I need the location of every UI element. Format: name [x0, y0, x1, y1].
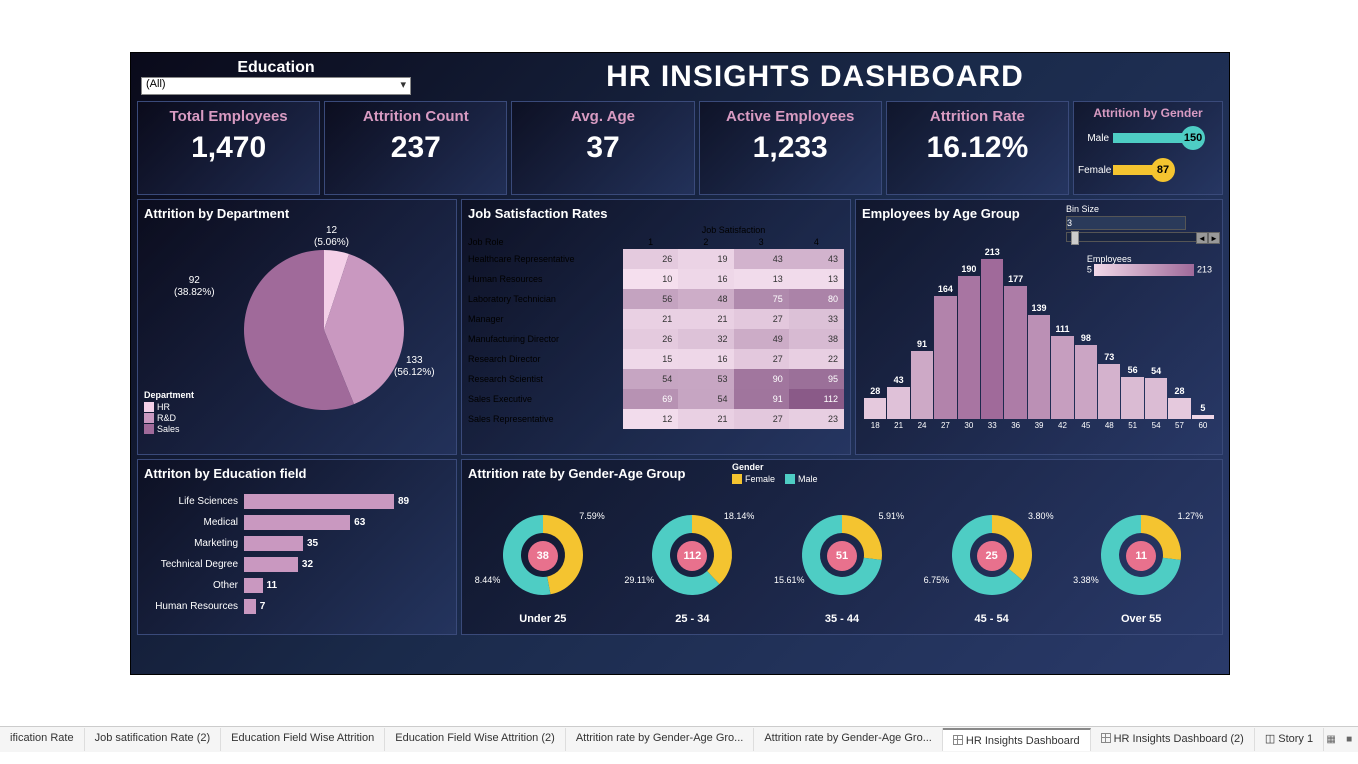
bin-size-input[interactable] — [1066, 216, 1186, 230]
genderage-legend: Gender FemaleMale — [732, 462, 828, 486]
worksheet-tabs: ification RateJob satification Rate (2)E… — [0, 726, 1358, 752]
job-satisfaction-rates: Job Satisfaction Rates Job Satisfaction … — [461, 199, 851, 455]
filter-label: Education — [141, 59, 411, 77]
age-bar[interactable]: 164 27 — [934, 284, 956, 430]
age-bar[interactable]: 73 48 — [1098, 352, 1120, 430]
education-filter: Education (All) — [141, 59, 411, 95]
attrition-by-gender: Attrition by Gender Male 150Female 87 — [1073, 101, 1223, 195]
education-select[interactable]: (All) — [141, 77, 411, 95]
age-bar[interactable]: 28 57 — [1168, 386, 1190, 430]
sat-row[interactable]: Research Scientist54539095 — [468, 369, 844, 389]
employees-by-age-group: Employees by Age Group Bin Size ◄► Emplo… — [855, 199, 1223, 455]
tab-solid-icon: ■ — [1342, 733, 1356, 747]
kpi-active-employees: Active Employees 1,233 — [699, 101, 882, 195]
tab[interactable]: Education Field Wise Attrition (2) — [385, 728, 566, 751]
kpi-row: Total Employees 1,470 Attrition Count 23… — [131, 101, 1229, 199]
tab[interactable]: Job satification Rate (2) — [85, 728, 222, 751]
age-bar[interactable]: 56 51 — [1121, 365, 1143, 430]
tab[interactable]: Attrition rate by Gender-Age Gro... — [566, 728, 755, 751]
gender-item: Female 87 — [1078, 158, 1218, 182]
sat-row[interactable]: Laboratory Technician56487580 — [468, 289, 844, 309]
edu-row[interactable]: Other 11 — [144, 575, 450, 596]
chevron-left-icon: ◄ — [1196, 232, 1208, 244]
age-bar[interactable]: 54 54 — [1145, 366, 1167, 430]
donut[interactable]: 11218.14%29.11%25 - 34 — [642, 505, 742, 625]
dashboard-title: HR INSIGHTS DASHBOARD — [411, 60, 1219, 94]
sat-row[interactable]: Manager21212733 — [468, 309, 844, 329]
gender-item: Male 150 — [1078, 126, 1218, 150]
tab-controls[interactable]: ▦ ■ ◄ ► ⛶ ▭ — [1324, 733, 1358, 747]
donut[interactable]: 387.59%8.44%Under 25 — [493, 505, 593, 625]
age-bar[interactable]: 28 18 — [864, 386, 886, 430]
edu-row[interactable]: Marketing 35 — [144, 533, 450, 554]
donut[interactable]: 515.91%15.61%35 - 44 — [792, 505, 892, 625]
bin-nav[interactable]: ◄► — [1196, 232, 1220, 244]
tab[interactable]: Education Field Wise Attrition — [221, 728, 385, 751]
age-bar[interactable]: 98 45 — [1075, 333, 1097, 430]
edu-row[interactable]: Life Sciences 89 — [144, 491, 450, 512]
tab[interactable]: ification Rate — [0, 728, 85, 751]
dept-legend: Department HRR&DSales — [144, 390, 194, 435]
attrition-rate-by-gender-age: Attrition rate by Gender-Age Group Gende… — [461, 459, 1223, 635]
bin-size-slider[interactable] — [1066, 232, 1212, 242]
tab[interactable]: ◫Story 1 — [1255, 728, 1324, 751]
sat-row[interactable]: Manufacturing Director26324938 — [468, 329, 844, 349]
age-bar[interactable]: 91 24 — [911, 339, 933, 430]
donut[interactable]: 111.27%3.38%Over 55 — [1091, 505, 1191, 625]
dashboard-header: Education (All) HR INSIGHTS DASHBOARD — [131, 53, 1229, 101]
chevron-right-icon: ► — [1208, 232, 1220, 244]
age-bar[interactable]: 111 42 — [1051, 324, 1073, 430]
story-icon: ◫ — [1265, 733, 1275, 745]
tab[interactable]: Attrition rate by Gender-Age Gro... — [754, 728, 943, 751]
kpi-attrition-rate: Attrition Rate 16.12% — [886, 101, 1069, 195]
sat-row[interactable]: Human Resources10161313 — [468, 269, 844, 289]
age-bar[interactable]: 190 30 — [958, 264, 980, 430]
dept-pie-chart[interactable] — [234, 235, 414, 415]
age-bar[interactable]: 139 39 — [1028, 303, 1050, 430]
kpi-attrition-count: Attrition Count 237 — [324, 101, 507, 195]
sat-row[interactable]: Research Director15162722 — [468, 349, 844, 369]
age-bar[interactable]: 213 33 — [981, 247, 1003, 430]
tab[interactable]: HR Insights Dashboard — [943, 728, 1091, 751]
attrition-by-education-field: Attriton by Education field Life Science… — [137, 459, 457, 635]
age-bar[interactable]: 177 36 — [1004, 274, 1026, 430]
kpi-total-employees: Total Employees 1,470 — [137, 101, 320, 195]
kpi-avg-age: Avg. Age 37 — [511, 101, 694, 195]
dashboard: Education (All) HR INSIGHTS DASHBOARD To… — [130, 52, 1230, 675]
age-bar[interactable]: 43 21 — [887, 375, 909, 430]
edu-row[interactable]: Medical 63 — [144, 512, 450, 533]
dashboard-icon — [1101, 733, 1111, 743]
sat-row[interactable]: Sales Executive695491112 — [468, 389, 844, 409]
age-bar[interactable]: 5 60 — [1192, 403, 1214, 430]
dashboard-icon — [953, 735, 963, 745]
tab[interactable]: HR Insights Dashboard (2) — [1091, 728, 1255, 751]
sat-row[interactable]: Healthcare Representative26194343 — [468, 249, 844, 269]
edu-row[interactable]: Technical Degree 32 — [144, 554, 450, 575]
edu-row[interactable]: Human Resources 7 — [144, 596, 450, 617]
donut[interactable]: 253.80%6.75%45 - 54 — [942, 505, 1042, 625]
tab-grid-icon: ▦ — [1324, 733, 1338, 747]
sat-row[interactable]: Sales Representative12212723 — [468, 409, 844, 429]
attrition-by-department: Attrition by Department 12(5.06%)92(38.8… — [137, 199, 457, 455]
